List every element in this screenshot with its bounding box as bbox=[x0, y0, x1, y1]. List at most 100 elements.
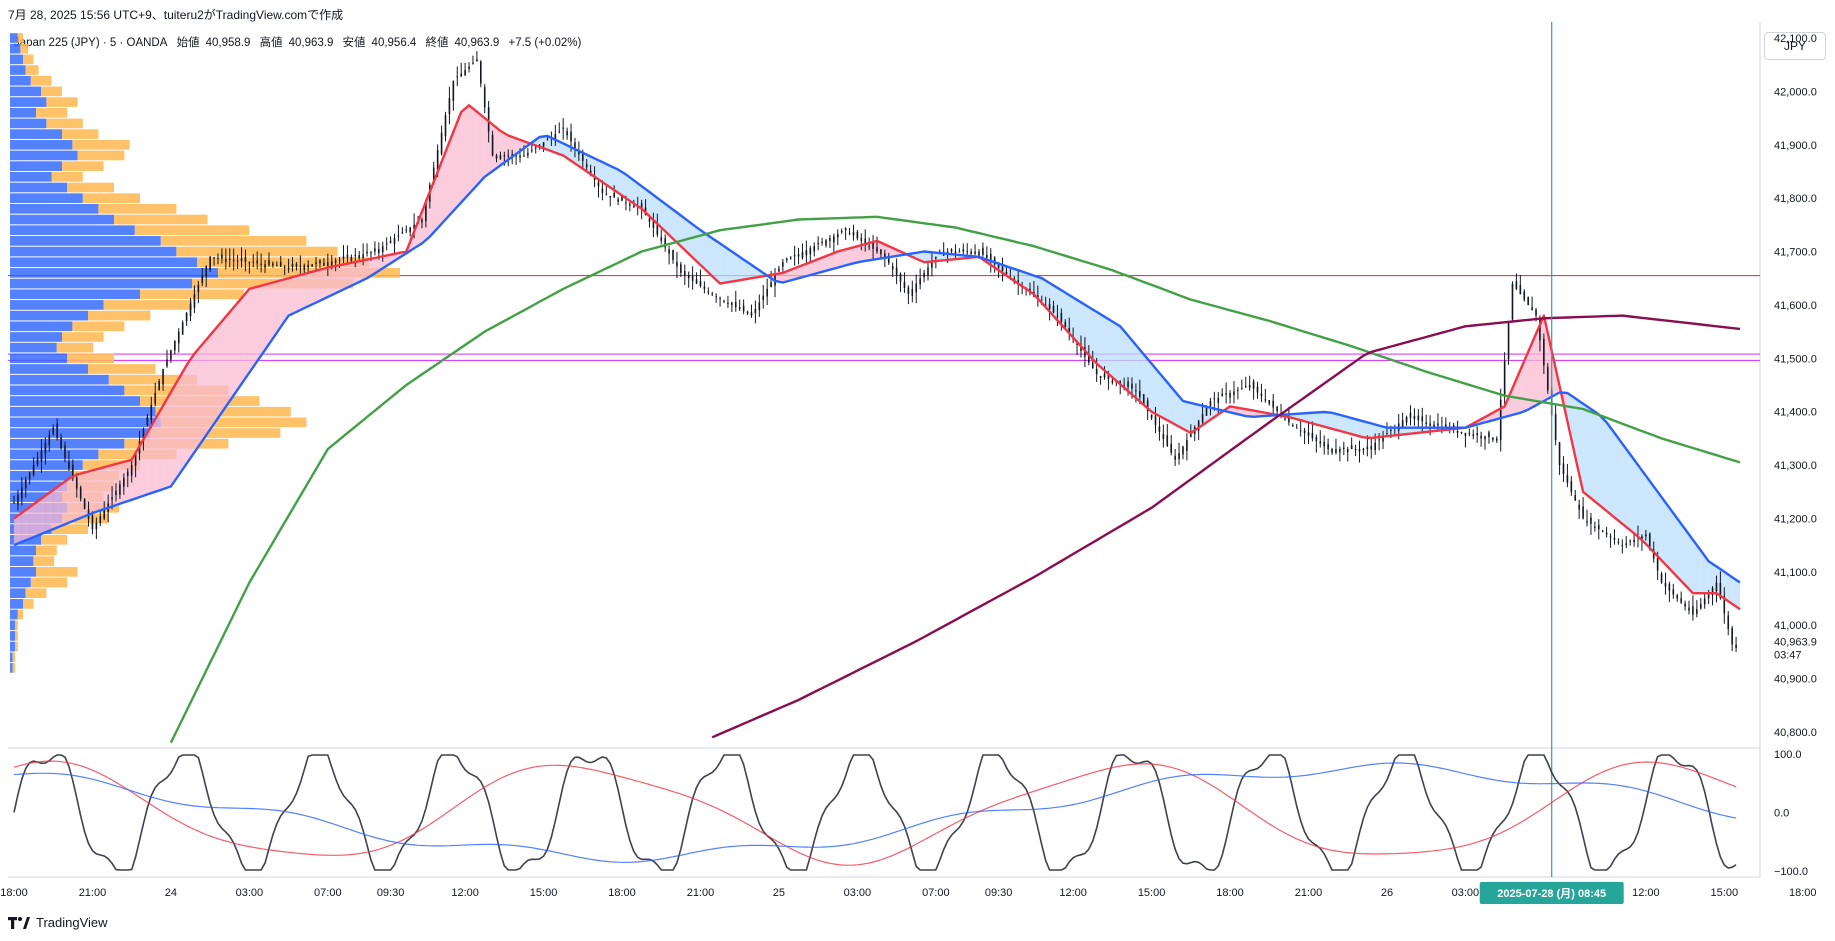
ema-cloud-segment-64 bbox=[265, 282, 273, 350]
price-bar-body-373 bbox=[1476, 433, 1478, 436]
price-bar-body-67 bbox=[276, 265, 278, 267]
price-bar-body-92 bbox=[374, 248, 376, 252]
price-tick-2: 41,900.0 bbox=[1774, 140, 1817, 152]
price-bar-body-62 bbox=[256, 260, 259, 264]
volume-profile-down-5 bbox=[41, 86, 62, 97]
ema-cloud-segment-424 bbox=[1677, 518, 1686, 585]
ema-cloud-segment-122 bbox=[492, 124, 501, 172]
volume-profile-up-1 bbox=[10, 43, 21, 54]
price-bar-body-393 bbox=[1554, 413, 1557, 441]
price-bar-body-253 bbox=[1005, 272, 1008, 274]
price-bar-body-42 bbox=[177, 331, 180, 344]
price-tick-10: 41,100.0 bbox=[1774, 567, 1817, 579]
volume-profile-down-37 bbox=[150, 428, 281, 438]
snapshot-info: 7月 28, 2025 15:56 UTC+9、tuiteru2がTrading… bbox=[8, 8, 344, 22]
ema-cloud-segment-420 bbox=[1661, 497, 1670, 569]
ema-cloud-segment-66 bbox=[272, 280, 281, 339]
price-bar-body-395 bbox=[1562, 463, 1565, 474]
price-bar-body-84 bbox=[342, 256, 345, 259]
price-bar-body-155 bbox=[621, 194, 623, 201]
volume-profile-up-20 bbox=[10, 246, 177, 257]
volume-profile-up-25 bbox=[10, 300, 104, 310]
price-bar-body-221 bbox=[880, 249, 882, 255]
price-bar-body-13 bbox=[64, 445, 66, 459]
price-tick-11: 41,000.0 bbox=[1774, 620, 1817, 632]
price-tick-1: 42,000.0 bbox=[1774, 86, 1817, 98]
price-bar-body-406 bbox=[1605, 532, 1608, 535]
price-bar-body-131 bbox=[527, 152, 529, 156]
price-bar-body-40 bbox=[170, 350, 172, 360]
price-bar-body-175 bbox=[699, 281, 702, 287]
currency-button[interactable]: JPY bbox=[1764, 32, 1826, 60]
price-bar-body-224 bbox=[891, 266, 894, 270]
ema-cloud-segment-412 bbox=[1630, 454, 1639, 537]
volume-profile-down-50 bbox=[36, 567, 78, 577]
volume-profile-down-30 bbox=[67, 353, 114, 364]
volume-profile-up-12 bbox=[10, 161, 62, 171]
price-bar-body-206 bbox=[821, 241, 823, 243]
volume-profile-up-42 bbox=[10, 481, 68, 492]
price-bar-body-343 bbox=[1358, 449, 1361, 452]
volume-profile-up-9 bbox=[10, 129, 62, 139]
price-bar-body-403 bbox=[1594, 526, 1596, 529]
price-bar-body-12 bbox=[60, 437, 62, 448]
ema-cloud-segment-164 bbox=[657, 197, 666, 232]
price-bar-body-293 bbox=[1162, 434, 1165, 439]
price-bar-body-104 bbox=[421, 219, 423, 223]
price-bar-body-418 bbox=[1652, 549, 1655, 559]
volume-profile-down-18 bbox=[134, 225, 250, 236]
price-bar-body-210 bbox=[836, 234, 839, 238]
volume-profile-up-34 bbox=[10, 396, 140, 406]
price-bar-body-183 bbox=[731, 302, 733, 305]
price-bar-body-234 bbox=[931, 262, 933, 268]
price-bar-body-57 bbox=[236, 260, 239, 262]
ema-cloud-segment-126 bbox=[508, 135, 517, 160]
volume-profile-down-31 bbox=[88, 364, 156, 374]
price-bar-body-394 bbox=[1558, 442, 1561, 466]
ohlc-low-label: 安値 bbox=[342, 37, 366, 49]
price-bar-body-299 bbox=[1186, 440, 1188, 451]
volume-profile-up-13 bbox=[10, 171, 52, 182]
price-bar-body-95 bbox=[385, 243, 388, 245]
price-bar-body-166 bbox=[664, 238, 666, 248]
price-bar-body-190 bbox=[758, 302, 761, 311]
volume-profile-up-0 bbox=[10, 33, 18, 43]
price-bar-body-110 bbox=[444, 115, 447, 137]
price-bar-body-120 bbox=[483, 87, 486, 108]
volume-profile-down-56 bbox=[15, 631, 18, 641]
price-bar-body-212 bbox=[844, 228, 847, 231]
oscillator-tick-1: 0.0 bbox=[1774, 808, 1789, 820]
price-bar-body-309 bbox=[1225, 393, 1227, 395]
price-bar-body-29 bbox=[126, 471, 129, 476]
price-bar-body-247 bbox=[982, 247, 984, 255]
ema-cloud-segment-216 bbox=[861, 243, 870, 262]
price-bar-body-91 bbox=[370, 252, 372, 254]
price-bar-body-398 bbox=[1574, 495, 1577, 501]
volume-profile-up-48 bbox=[10, 545, 36, 556]
price-bar-body-235 bbox=[935, 256, 937, 259]
price-bar-body-34 bbox=[146, 417, 149, 426]
volume-profile-down-13 bbox=[51, 171, 83, 182]
price-bar-body-332 bbox=[1315, 437, 1318, 442]
ema-cloud-segment-408 bbox=[1614, 433, 1623, 524]
price-bar-body-238 bbox=[946, 251, 949, 253]
price-bar-body-171 bbox=[683, 271, 686, 276]
price-bar-body-297 bbox=[1178, 453, 1180, 460]
price-bar-body-346 bbox=[1370, 445, 1373, 450]
ema-cloud-segment-254 bbox=[1010, 267, 1019, 284]
price-bar-body-52 bbox=[217, 257, 219, 259]
price-bar-body-191 bbox=[762, 295, 765, 301]
ema-cloud-segment-288 bbox=[1143, 354, 1152, 412]
price-bar-body-78 bbox=[319, 260, 321, 264]
price-bar-body-218 bbox=[868, 246, 870, 248]
price-bar-body-70 bbox=[287, 267, 290, 270]
price-bar-body-65 bbox=[268, 260, 270, 265]
price-bar-body-164 bbox=[656, 224, 659, 235]
price-bar-body-55 bbox=[228, 259, 231, 261]
price-bar-body-292 bbox=[1158, 426, 1161, 432]
price-bar-body-41 bbox=[174, 340, 176, 351]
price-bar-body-197 bbox=[785, 258, 788, 261]
ema-cloud-segment-54 bbox=[225, 307, 234, 407]
ema-cloud-segment-206 bbox=[822, 254, 830, 272]
